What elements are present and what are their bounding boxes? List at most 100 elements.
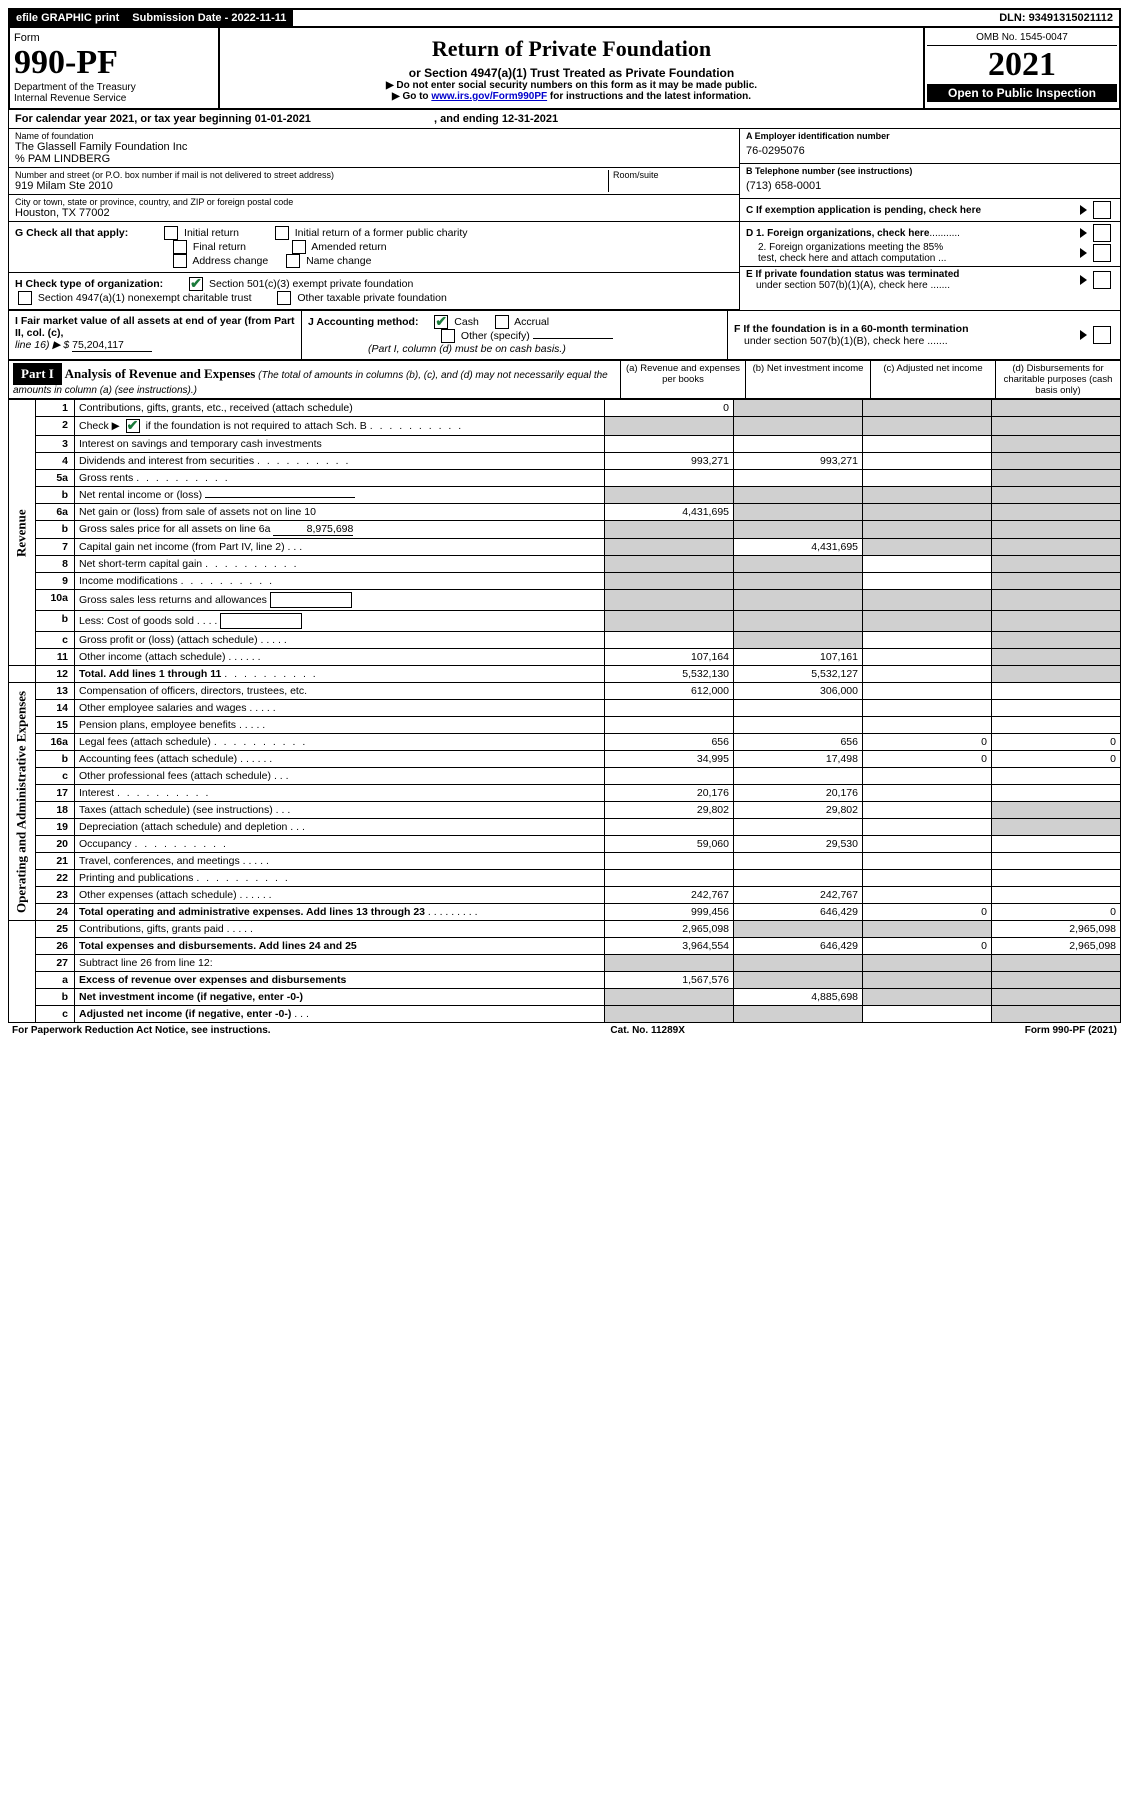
r19-c [863,819,992,836]
r16b-c: 0 [863,751,992,768]
j-cash: Cash [454,316,479,328]
checkbox-initial[interactable] [164,226,178,240]
r14-c [863,700,992,717]
instr-link[interactable]: www.irs.gov/Form990PF [431,91,547,102]
ein: 76-0295076 [746,141,1114,161]
row-15: 15 Pension plans, employee benefits . . … [9,717,1121,734]
checkbox-name-change[interactable] [286,254,300,268]
r27-d [992,955,1121,972]
r16b-lbl-txt: Accounting fees (attach schedule) [79,753,237,765]
r23-d [992,887,1121,904]
checkbox-cash[interactable] [434,315,448,329]
r27b-c [863,989,992,1006]
r27-lbl: Subtract line 26 from line 12: [75,955,605,972]
row-10a: 10a Gross sales less returns and allowan… [9,590,1121,611]
r15-num: 15 [36,717,75,734]
city: Houston, TX 77002 [15,207,733,219]
r17-b: 20,176 [734,785,863,802]
room-label: Room/suite [613,170,733,180]
col-b-header: (b) Net investment income [745,361,870,398]
r12-c [863,666,992,683]
row-22: 22 Printing and publications [9,870,1121,887]
r3-c [863,436,992,453]
r10b-c [863,611,992,632]
checkbox-initial-former[interactable] [275,226,289,240]
r26-d: 2,965,098 [992,938,1121,955]
r10c-num: c [36,632,75,649]
checkbox-d2[interactable] [1093,244,1111,262]
r27a-lbl: Excess of revenue over expenses and disb… [75,972,605,989]
r26-b: 646,429 [734,938,863,955]
r14-d [992,700,1121,717]
r16a-lbl: Legal fees (attach schedule) [75,734,605,751]
r23-c [863,887,992,904]
checkbox-amended[interactable] [292,240,306,254]
r6b-lbl: Gross sales price for all assets on line… [75,521,605,539]
checkbox-4947[interactable] [18,291,32,305]
submission-date: Submission Date - 2022-11-11 [126,10,293,26]
r12-num: 12 [36,666,75,683]
r10b-d [992,611,1121,632]
r23-b: 242,767 [734,887,863,904]
j-cell: J Accounting method: Cash Accrual Other … [302,311,728,359]
r16a-b: 656 [734,734,863,751]
r18-lbl-txt: Taxes (attach schedule) (see instruction… [79,804,273,816]
calyear-end: 12-31-2021 [502,113,558,125]
r27c-b [734,1006,863,1023]
r9-b [734,573,863,590]
checkbox-addr-change[interactable] [173,254,187,268]
r18-a: 29,802 [605,802,734,819]
r15-lbl: Pension plans, employee benefits . . . .… [75,717,605,734]
form-subtitle: or Section 4947(a)(1) Trust Treated as P… [224,66,919,80]
r15-c [863,717,992,734]
r3-num: 3 [36,436,75,453]
r27-num: 27 [36,955,75,972]
j-accrual: Accrual [514,316,549,328]
address: 919 Milam Ste 2010 [15,180,608,192]
r1-num: 1 [36,400,75,417]
r16c-a [605,768,734,785]
r9-num: 9 [36,573,75,590]
r27b-num: b [36,989,75,1006]
checkbox-other-taxable[interactable] [277,291,291,305]
i-cell: I Fair market value of all assets at end… [9,311,302,359]
r26-lbl: Total expenses and disbursements. Add li… [75,938,605,955]
dept-irs: Internal Revenue Service [14,93,214,104]
r8-a [605,556,734,573]
checkbox-schb[interactable] [126,419,140,433]
checkbox-f[interactable] [1093,326,1111,344]
r27a-b [734,972,863,989]
r19-b [734,819,863,836]
checkbox-501c3[interactable] [189,277,203,291]
checkbox-final[interactable] [173,240,187,254]
row-18: 18 Taxes (attach schedule) (see instruct… [9,802,1121,819]
checkbox-accrual[interactable] [495,315,509,329]
checkbox-e[interactable] [1093,271,1111,289]
g-addr-change: Address change [192,255,268,267]
r16c-c [863,768,992,785]
checkbox-other[interactable] [441,329,455,343]
r26-num: 26 [36,938,75,955]
checkbox-d1[interactable] [1093,224,1111,242]
checkbox-c[interactable] [1093,201,1111,219]
r24-c: 0 [863,904,992,921]
efile-label: efile GRAPHIC print [10,10,126,26]
g-amended: Amended return [311,241,386,253]
r18-lbl: Taxes (attach schedule) (see instruction… [75,802,605,819]
r2-b [734,417,863,436]
g-label: G Check all that apply: [15,227,128,239]
d-cell: D 1. Foreign organizations, check here..… [740,222,1120,267]
form-number: 990-PF [14,44,214,82]
r22-b [734,870,863,887]
r1-lbl: Contributions, gifts, grants, etc., rece… [75,400,605,417]
header-mid: Return of Private Foundation or Section … [220,28,923,108]
r6a-num: 6a [36,504,75,521]
r4-a: 993,271 [605,453,734,470]
row-9: 9 Income modifications [9,573,1121,590]
r6a-d [992,504,1121,521]
r11-b: 107,161 [734,649,863,666]
r27c-d [992,1006,1121,1023]
r9-lbl: Income modifications [75,573,605,590]
r24-lbl: Total operating and administrative expen… [75,904,605,921]
r5a-c [863,470,992,487]
